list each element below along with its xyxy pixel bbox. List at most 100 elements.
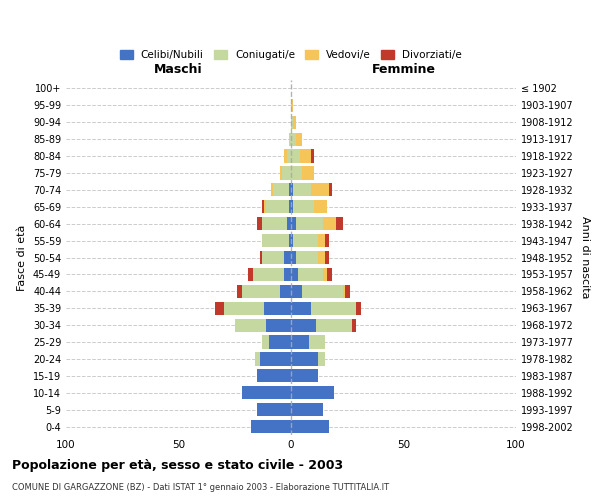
Bar	[248, 268, 291, 281]
Bar	[291, 284, 349, 298]
Bar	[284, 251, 291, 264]
Bar	[291, 184, 331, 196]
Bar	[291, 420, 329, 433]
Bar	[291, 336, 309, 348]
Bar	[266, 318, 291, 332]
Bar	[262, 234, 291, 247]
Bar	[253, 268, 291, 281]
Bar	[251, 420, 291, 433]
Bar	[223, 302, 291, 315]
Bar	[262, 336, 291, 348]
Text: Popolazione per età, sesso e stato civile - 2003: Popolazione per età, sesso e stato civil…	[12, 460, 343, 472]
Bar	[291, 268, 327, 281]
Bar	[291, 234, 318, 247]
Bar	[291, 318, 356, 332]
Bar	[291, 336, 325, 348]
Bar	[291, 184, 293, 196]
Bar	[241, 284, 291, 298]
Bar	[291, 403, 323, 416]
Bar	[251, 420, 291, 433]
Bar	[291, 268, 323, 281]
Bar	[291, 386, 334, 400]
Bar	[291, 318, 352, 332]
Bar	[291, 352, 318, 366]
Bar	[257, 403, 291, 416]
Bar	[260, 352, 291, 366]
Bar	[291, 420, 329, 433]
Bar	[291, 369, 318, 382]
Bar	[291, 251, 296, 264]
Bar	[291, 184, 329, 196]
Bar	[257, 369, 291, 382]
Bar	[241, 386, 291, 400]
Y-axis label: Fasce di età: Fasce di età	[17, 224, 27, 290]
Bar	[262, 217, 291, 230]
Bar	[284, 150, 291, 162]
Text: COMUNE DI GARGAZZONE (BZ) - Dati ISTAT 1° gennaio 2003 - Elaborazione TUTTITALIA: COMUNE DI GARGAZZONE (BZ) - Dati ISTAT 1…	[12, 484, 389, 492]
Bar	[291, 217, 336, 230]
Bar	[291, 369, 318, 382]
Bar	[291, 403, 323, 416]
Bar	[215, 302, 291, 315]
Bar	[291, 234, 325, 247]
Bar	[235, 318, 291, 332]
Bar	[291, 200, 314, 213]
Bar	[291, 420, 329, 433]
Bar	[235, 318, 291, 332]
Bar	[291, 251, 318, 264]
Bar	[291, 302, 356, 315]
Bar	[262, 336, 291, 348]
Bar	[223, 302, 291, 315]
Bar	[280, 166, 291, 179]
Bar	[291, 116, 293, 129]
Bar	[291, 234, 293, 247]
Bar	[282, 166, 291, 179]
Bar	[289, 132, 291, 146]
Bar	[291, 200, 327, 213]
Bar	[280, 166, 291, 179]
Bar	[291, 200, 293, 213]
Bar	[289, 200, 291, 213]
Bar	[251, 420, 291, 433]
Bar	[241, 386, 291, 400]
Bar	[291, 336, 325, 348]
Bar	[291, 251, 329, 264]
Bar	[255, 352, 291, 366]
Bar	[291, 99, 293, 112]
Legend: Celibi/Nubili, Coniugati/e, Vedovi/e, Divorziati/e: Celibi/Nubili, Coniugati/e, Vedovi/e, Di…	[120, 50, 462, 60]
Bar	[289, 184, 291, 196]
Bar	[260, 251, 291, 264]
Bar	[291, 318, 352, 332]
Bar	[257, 369, 291, 382]
Bar	[235, 318, 291, 332]
Bar	[253, 268, 291, 281]
Bar	[291, 184, 311, 196]
Bar	[287, 150, 291, 162]
Bar	[262, 234, 291, 247]
Bar	[264, 302, 291, 315]
Bar	[291, 116, 296, 129]
Bar	[291, 150, 314, 162]
Bar	[291, 386, 334, 400]
Bar	[284, 268, 291, 281]
Bar	[262, 336, 291, 348]
Bar	[255, 352, 291, 366]
Bar	[284, 150, 291, 162]
Bar	[291, 318, 316, 332]
Bar	[291, 166, 314, 179]
Bar	[269, 336, 291, 348]
Bar	[291, 132, 302, 146]
Bar	[262, 251, 291, 264]
Bar	[257, 403, 291, 416]
Bar	[289, 132, 291, 146]
Bar	[291, 369, 318, 382]
Bar	[291, 403, 323, 416]
Bar	[264, 200, 291, 213]
Bar	[291, 403, 323, 416]
Bar	[291, 217, 323, 230]
Bar	[271, 184, 291, 196]
Bar	[241, 284, 291, 298]
Bar	[291, 386, 334, 400]
Bar	[257, 369, 291, 382]
Bar	[262, 234, 291, 247]
